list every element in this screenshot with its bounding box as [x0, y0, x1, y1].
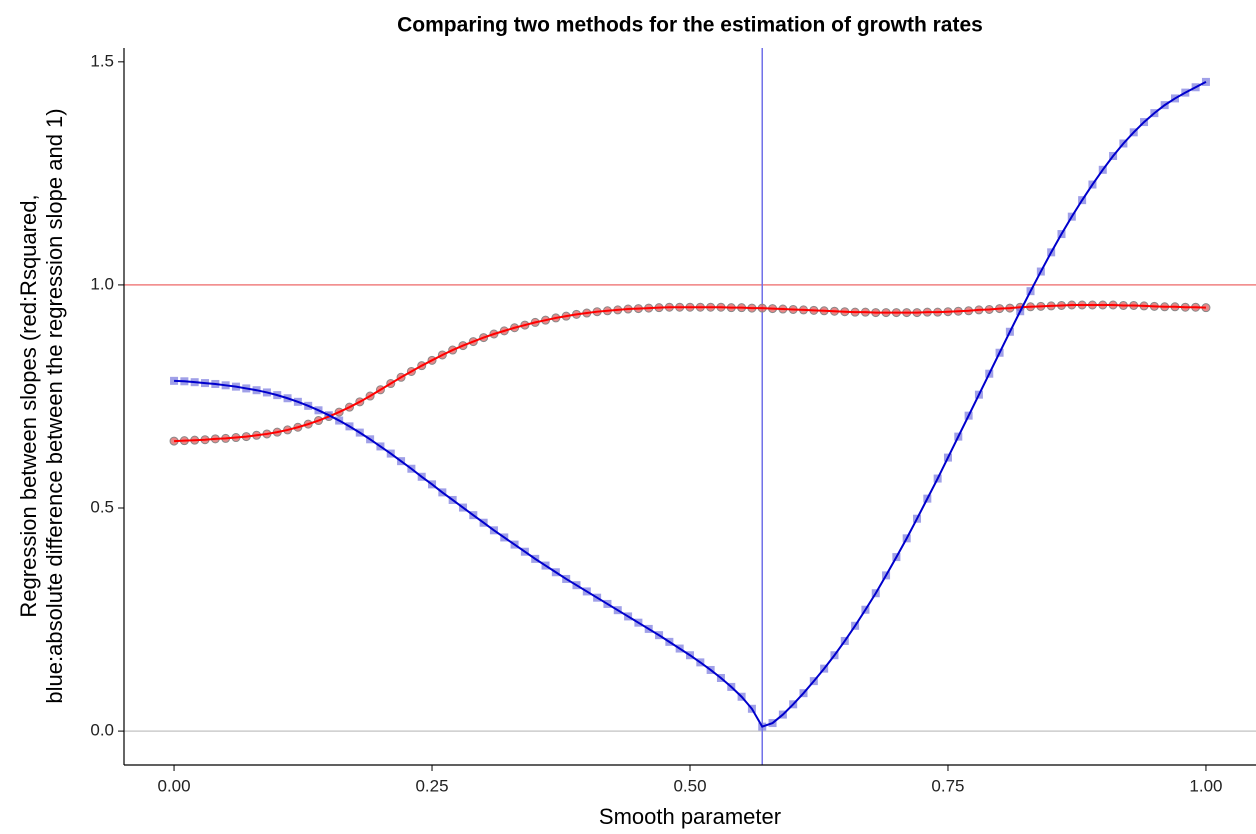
x-axis-label: Smooth parameter — [599, 804, 781, 829]
y-axis-label: Regression between slopes (red:Rsquared, — [16, 194, 41, 617]
x-tick-label: 0.75 — [931, 776, 964, 795]
marker — [1201, 77, 1210, 86]
series-line — [174, 304, 1206, 443]
x-tick-label: 0.50 — [673, 776, 706, 795]
series-line — [174, 81, 1207, 728]
x-tick-label: 1.00 — [1189, 776, 1222, 795]
x-tick-label: 0.25 — [415, 776, 448, 795]
chart-title: Comparing two methods for the estimation… — [397, 14, 983, 37]
y-tick-label: 0.0 — [90, 721, 114, 740]
y-tick-label: 1.0 — [90, 274, 114, 293]
y-tick-label: 0.5 — [90, 497, 114, 516]
marker — [170, 376, 179, 385]
x-tick-label: 0.00 — [158, 776, 191, 795]
y-axis-label: blue:absolute difference between the reg… — [42, 108, 67, 703]
y-tick-label: 1.5 — [90, 51, 114, 70]
